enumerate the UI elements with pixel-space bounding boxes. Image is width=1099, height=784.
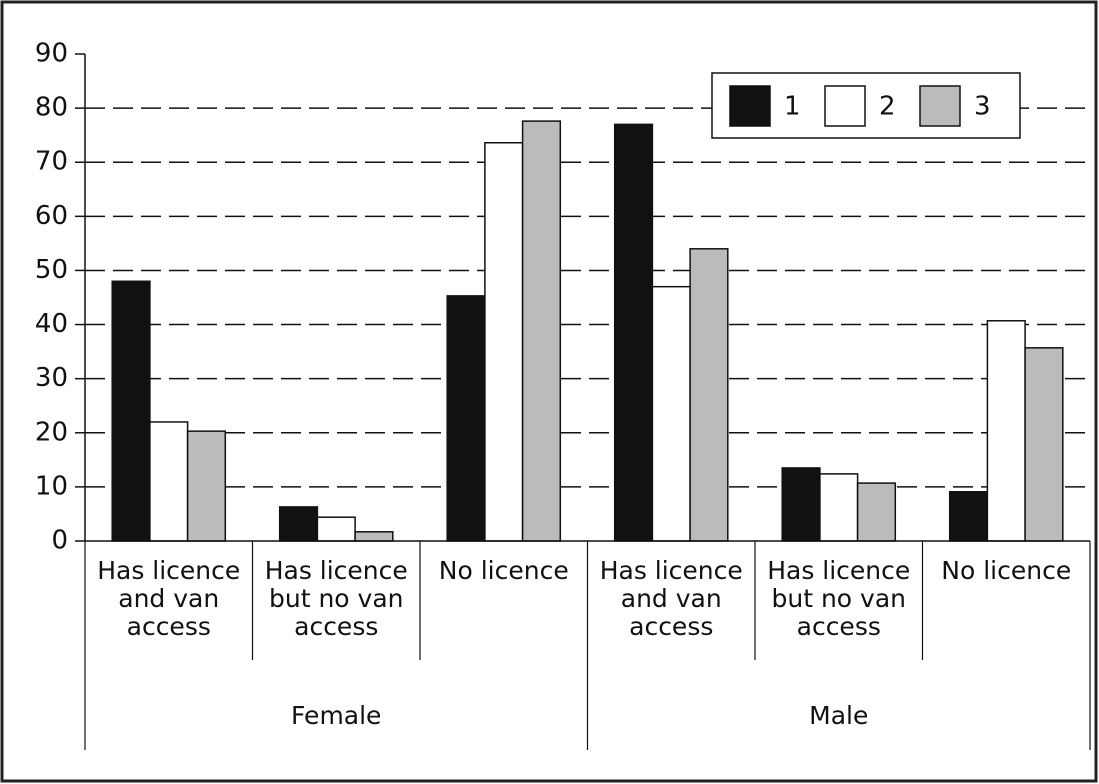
y-tick-label: 0 [51,526,68,556]
bar [149,421,189,542]
x-tick-label: Has licence but no van access [264,556,408,641]
x-tick-label: Has licence and van access [97,556,241,641]
bar [1024,347,1064,542]
x-tick-label: No licence [438,556,569,585]
bar [689,248,729,542]
legend-swatch [824,85,866,127]
bar [521,120,562,542]
group-label: Male [809,701,869,730]
bar [613,123,654,542]
legend-swatch [729,85,771,127]
bar [819,473,859,542]
y-tick-label: 30 [35,363,68,393]
legend-label: 2 [879,92,896,122]
bar [856,482,897,542]
bar [446,295,486,542]
bar [111,280,151,542]
bar [651,285,691,542]
bar [186,430,227,542]
y-tick-label: 60 [35,201,68,231]
legend-label: 1 [784,92,801,122]
legend-label: 3 [974,92,991,122]
y-tick-label: 40 [35,309,68,339]
y-tick-label: 90 [35,39,68,69]
bar [948,491,989,542]
bar [781,467,821,542]
bar [354,531,394,542]
y-tick-label: 70 [35,147,68,177]
bar [316,516,356,542]
bar [484,141,524,542]
y-tick-label: 80 [35,93,68,123]
x-tick-label: Has licence but no van access [767,556,911,641]
group-label: Female [291,701,382,730]
y-tick-label: 50 [35,255,68,285]
x-tick-label: Has licence and van access [599,556,743,641]
legend-swatch [919,85,961,127]
y-tick-label: 20 [35,417,68,447]
y-tick-label: 10 [35,471,68,501]
bar [278,506,319,542]
x-tick-label: No licence [941,556,1072,585]
bar [986,320,1026,542]
